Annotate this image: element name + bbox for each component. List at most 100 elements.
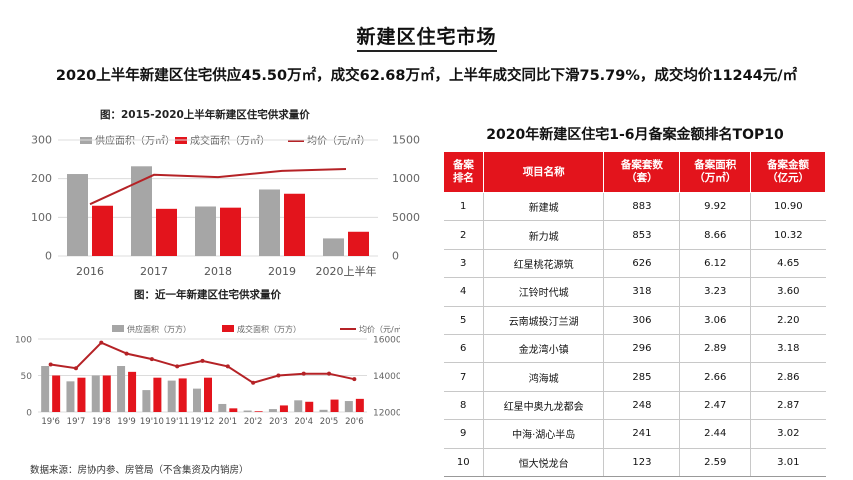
table-cell: 8 <box>443 391 484 421</box>
table-cell: 248 <box>603 391 680 421</box>
x-tick-label: 2019 <box>268 265 296 278</box>
table-body: 1 新建城 883 9.92 10.90 2 新力城 853 8.66 10.32 3 红星桃花源筑 6… <box>443 192 826 477</box>
y-right-tick: 12000 <box>373 409 400 419</box>
legend-swatch <box>222 325 234 332</box>
y-left-tick: 100 <box>15 336 32 346</box>
bar-deal <box>305 401 314 412</box>
table-row: 3 红星桃花源筑 626 6.12 4.65 <box>443 249 826 279</box>
chart-monthly-supply-demand: 供应面积（万方） 成交面积（万方） 均价（元/㎡） 0 50 100 12000 14000 1… <box>15 324 400 427</box>
bar-supply <box>117 366 126 412</box>
table-cell: 3.06 <box>679 306 751 335</box>
table-cell: 6 <box>443 334 484 364</box>
table-header-2: 备案套数 （套） <box>603 151 681 193</box>
table-cell: 新力城 <box>482 220 604 250</box>
bar-supply <box>131 166 152 256</box>
data-source-note: 数据来源：房协内参、房管局（不含集资及内销房） <box>30 465 249 476</box>
price-point <box>276 373 281 378</box>
table-cell: 恒大悦龙台 <box>482 448 604 477</box>
table-cell: 云南城投汀兰湖 <box>482 306 604 335</box>
y-left-tick: 0 <box>26 409 32 419</box>
x-tick-label: 2016 <box>76 265 104 278</box>
table-cell: 2.59 <box>679 448 751 477</box>
table-cell: 红星中奥九龙都会 <box>482 391 604 421</box>
price-point <box>73 366 78 371</box>
table-cell: 2 <box>443 220 484 250</box>
bar-supply <box>243 410 252 412</box>
price-point <box>301 371 306 376</box>
table-header-4: 备案金额 （亿元） <box>750 151 826 193</box>
bar-supply <box>91 375 100 412</box>
bar-supply <box>218 403 227 412</box>
table-row: 1 新建城 883 9.92 10.90 <box>443 192 826 222</box>
table-cell: 123 <box>603 448 680 477</box>
legend-swatch <box>112 325 124 332</box>
price-point <box>352 377 357 382</box>
table-header-row: 备案 排名 项目名称 备案套数 （套） 备案面积 （万㎡） 备案金额 （亿元） <box>443 151 826 193</box>
table-cell: 3.01 <box>750 448 826 477</box>
x-tick-label: 2017 <box>140 265 168 278</box>
y-left-tick: 300 <box>31 134 52 147</box>
table-row: 10 恒大悦龙台 123 2.59 3.01 <box>443 448 826 477</box>
table-cell: 318 <box>603 277 680 307</box>
bar-supply <box>195 206 216 256</box>
table-header-3: 备案面积 （万㎡） <box>679 151 752 193</box>
bar-deal <box>348 231 369 256</box>
legend-label: 供应面积（万方） <box>127 324 191 334</box>
price-point <box>48 362 53 367</box>
table-cell: 4.65 <box>750 249 826 279</box>
bar-supply <box>268 409 277 412</box>
table-cell: 3 <box>443 249 484 279</box>
table-cell: 江铃时代城 <box>482 277 604 307</box>
y-left-tick: 100 <box>31 211 52 224</box>
table-header-1: 项目名称 <box>482 151 605 193</box>
table-cell: 2.87 <box>750 391 826 421</box>
y-right-tick: 16000 <box>373 336 400 346</box>
price-point <box>225 364 230 369</box>
table-cell: 296 <box>603 334 680 364</box>
headline-summary: 2020上半年新建区住宅供应45.50万㎡，成交62.68万㎡，上半年成交同比下… <box>55 68 798 84</box>
x-tick-label: 19'11 <box>165 417 189 427</box>
x-tick-label: 20'2 <box>244 417 263 427</box>
x-tick-label: 20'6 <box>345 417 364 427</box>
table-cell: 626 <box>603 249 680 279</box>
bar-deal <box>284 193 305 256</box>
table-cell: 金龙湾小镇 <box>482 334 604 364</box>
bar-deal <box>229 408 238 412</box>
bar-deal <box>254 411 263 412</box>
x-tick-label: 20'3 <box>269 417 288 427</box>
table-row: 7 鸿海城 285 2.66 2.86 <box>443 362 826 392</box>
price-point <box>200 358 205 363</box>
chart-annual-supply-demand: 供应面积（万㎡） 成交面积（万㎡） 均价（元/㎡）01002003000500010… <box>31 134 420 279</box>
table-row: 8 红星中奥九龙都会 248 2.47 2.87 <box>443 391 826 421</box>
bar-deal <box>279 405 288 412</box>
table-cell: 6.12 <box>679 249 751 279</box>
table-cell: 5 <box>443 306 484 335</box>
table-cell: 7 <box>443 362 484 392</box>
bar-deal <box>52 375 61 412</box>
table-row: 5 云南城投汀兰湖 306 3.06 2.20 <box>443 306 826 335</box>
x-tick-label: 19'12 <box>191 417 215 427</box>
chart2-caption: 图：近一年新建区住宅供求量价 <box>134 289 281 301</box>
table-cell: 2.44 <box>679 419 751 449</box>
bar-supply <box>66 381 75 412</box>
table-row: 9 中海·湖心半岛 241 2.44 3.02 <box>443 419 826 449</box>
bar-supply <box>41 366 50 412</box>
y-right-tick: 5000 <box>392 211 420 224</box>
bar-supply <box>319 409 328 412</box>
bar-deal <box>92 205 113 256</box>
table-header-0: 备案 排名 <box>443 151 484 193</box>
bar-supply <box>167 380 176 412</box>
price-point <box>99 340 104 345</box>
price-point <box>327 371 332 376</box>
table-cell: 8.66 <box>679 220 751 250</box>
legend-label: 成交面积（万方） <box>237 324 301 334</box>
table-cell: 3.60 <box>750 277 826 307</box>
table-cell: 鸿海城 <box>482 362 604 392</box>
bar-supply <box>323 238 344 256</box>
table-cell: 3.23 <box>679 277 751 307</box>
table-cell: 新建城 <box>482 192 604 222</box>
y-right-tick: 0 <box>392 250 399 263</box>
table-cell: 红星桃花源筑 <box>482 249 604 279</box>
table-cell: 3.18 <box>750 334 826 364</box>
x-tick-label: 20'4 <box>294 417 313 427</box>
